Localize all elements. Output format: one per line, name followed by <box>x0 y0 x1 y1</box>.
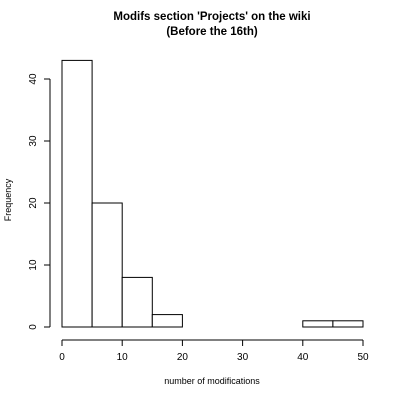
bar <box>91 202 123 328</box>
x-tick-label: 30 <box>237 352 249 363</box>
chart-title: Modifs section 'Projects' on the wiki <box>113 11 310 23</box>
bar <box>61 59 93 328</box>
y-axis-title: Frequency <box>3 178 13 221</box>
bar <box>121 276 153 328</box>
y-tick-label: 10 <box>28 259 39 271</box>
chart-subtitle: (Before the 16th) <box>166 26 258 38</box>
y-tick-label: 30 <box>28 135 39 147</box>
x-tick-label: 0 <box>59 352 65 363</box>
x-axis-title: number of modifications <box>164 376 260 386</box>
x-tick-label: 10 <box>117 352 129 363</box>
x-tick-label: 40 <box>297 352 309 363</box>
y-tick-label: 20 <box>28 197 39 209</box>
bar <box>332 320 364 328</box>
bar <box>302 320 334 328</box>
x-tick-label: 20 <box>177 352 189 363</box>
x-tick-label: 50 <box>357 352 369 363</box>
y-tick-label: 40 <box>28 73 39 85</box>
y-tick-label: 0 <box>28 324 39 330</box>
bar <box>151 314 183 328</box>
